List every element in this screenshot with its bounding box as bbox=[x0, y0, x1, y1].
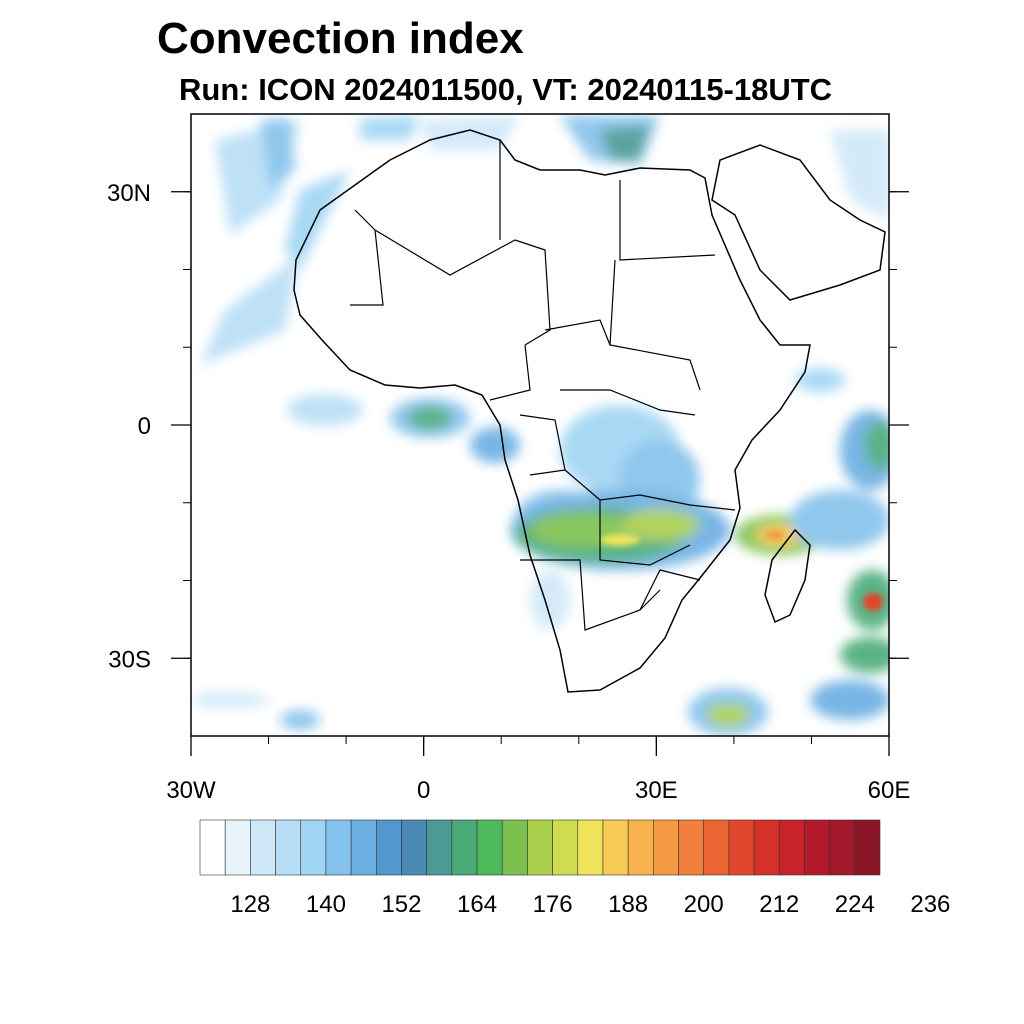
colorbar-box bbox=[275, 819, 302, 876]
map-borders bbox=[293, 129, 886, 693]
colorbar: 128 140 152 164 176 188 200 212 224 236 bbox=[199, 819, 950, 918]
convection-field bbox=[191, 116, 889, 736]
lat-tick-label: 0 bbox=[138, 413, 151, 440]
colorbar-box bbox=[401, 819, 427, 876]
colorbar-box bbox=[199, 819, 226, 876]
colorbar-box bbox=[804, 819, 830, 876]
colorbar-label: 152 bbox=[381, 891, 421, 918]
colorbar-box bbox=[426, 819, 453, 876]
plot-subtitle: Run: ICON 2024011500, VT: 20240115-18UTC bbox=[179, 72, 833, 107]
colorbar-box bbox=[476, 819, 503, 876]
lon-tick-label: 60E bbox=[868, 777, 911, 804]
colorbar-box bbox=[552, 819, 579, 876]
colorbar-box bbox=[375, 819, 402, 876]
colorbar-label: 224 bbox=[835, 891, 875, 918]
colorbar-label: 188 bbox=[608, 891, 648, 918]
colorbar-label: 164 bbox=[457, 891, 497, 918]
colorbar-box bbox=[854, 819, 881, 876]
colorbar-box bbox=[778, 819, 805, 876]
colorbar-box bbox=[602, 819, 629, 876]
colorbar-box bbox=[829, 819, 856, 876]
colorbar-box bbox=[451, 819, 478, 876]
colorbar-box bbox=[350, 819, 377, 876]
lat-tick-label: 30N bbox=[107, 180, 151, 207]
colorbar-box bbox=[627, 819, 654, 876]
lon-tick-label: 0 bbox=[417, 777, 430, 804]
colorbar-box bbox=[527, 819, 553, 876]
madagascar-coastline bbox=[764, 528, 811, 624]
africa-coastline bbox=[293, 129, 811, 693]
colorbar-label: 212 bbox=[759, 891, 799, 918]
colorbar-box bbox=[325, 819, 352, 876]
colorbar-box bbox=[224, 819, 251, 876]
colorbar-label: 140 bbox=[306, 891, 346, 918]
lat-tick-label: 30S bbox=[108, 646, 151, 673]
colorbar-box bbox=[250, 819, 276, 876]
colorbar-box bbox=[678, 819, 705, 876]
colorbar-box bbox=[300, 819, 327, 876]
colorbar-box bbox=[753, 819, 780, 876]
colorbar-label: 128 bbox=[230, 891, 270, 918]
colorbar-box bbox=[577, 819, 604, 876]
plot-title: Convection index bbox=[157, 14, 524, 63]
lon-tick-label: 30E bbox=[635, 777, 678, 804]
colorbar-label: 236 bbox=[910, 891, 950, 918]
colorbar-box bbox=[728, 819, 755, 876]
colorbar-box bbox=[703, 819, 730, 876]
country-borders bbox=[350, 140, 736, 631]
map-axes: 30W 0 30E 60E 30N 0 30S bbox=[107, 180, 910, 804]
colorbar-box bbox=[653, 819, 679, 876]
colorbar-label: 200 bbox=[684, 891, 724, 918]
lon-tick-label: 30W bbox=[166, 777, 216, 804]
colorbar-box bbox=[501, 819, 528, 876]
arabia-coastline bbox=[711, 144, 886, 301]
colorbar-label: 176 bbox=[533, 891, 573, 918]
